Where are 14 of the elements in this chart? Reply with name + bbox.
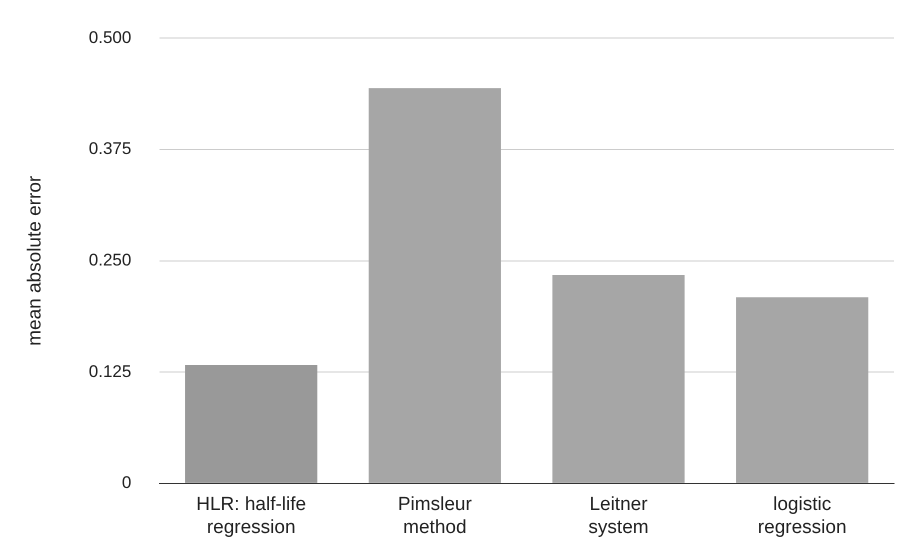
y-tick-label: 0.250 (88, 250, 132, 270)
x-tick-label: Pimsleur method (398, 494, 472, 538)
y-tick-label: 0.375 (88, 139, 132, 158)
x-tick-label: logistic regression (758, 494, 847, 538)
bar (552, 275, 685, 483)
x-tick-label: HLR: half-life regression (196, 494, 306, 538)
bar (736, 297, 868, 483)
y-tick-label: 0.500 (88, 28, 132, 47)
x-tick-label: Leitner system (588, 494, 649, 538)
y-axis-title: mean absolute error (24, 175, 46, 346)
y-tick-label: 0 (122, 473, 132, 492)
bar (368, 88, 501, 483)
y-tick-label: 0.125 (88, 362, 132, 381)
bar (185, 364, 318, 483)
